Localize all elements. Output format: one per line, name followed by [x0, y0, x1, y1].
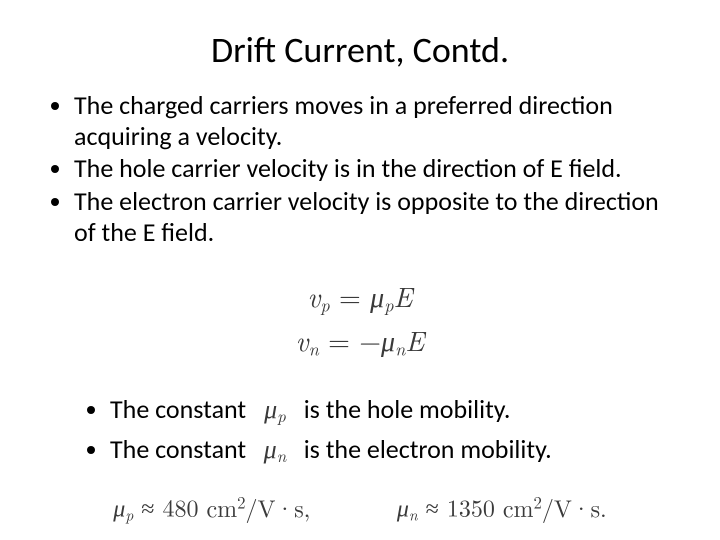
bullet-item: The hole carrier velocity is in the dire… — [74, 153, 680, 184]
mu-p-value: μp ≈ 480 cm2/V·s, — [113, 489, 310, 525]
bullet-item: The electron carrier velocity is opposit… — [74, 186, 680, 247]
inner-bullet-list: The constant μp is the hole mobility. Th… — [40, 391, 680, 467]
equation-block: vp = μpE vn = −μnE — [40, 275, 680, 363]
mu-p-symbol: μp — [258, 391, 292, 427]
equation-vn: vn = −μnE — [40, 319, 680, 363]
slide-title: Drift Current, Contd. — [40, 28, 680, 72]
slide: Drift Current, Contd. The charged carrie… — [0, 0, 720, 540]
mu-n-value: μn ≈ 1350 cm2/V·s. — [397, 489, 607, 525]
bullet-item: The constant μn is the electron mobility… — [110, 431, 680, 467]
top-bullet-list: The charged carriers moves in a preferre… — [40, 90, 680, 247]
mobility-values-row: μp ≈ 480 cm2/V·s, μn ≈ 1350 cm2/V·s. — [40, 489, 680, 525]
mu-n-symbol: μn — [258, 431, 292, 467]
bullet-item: The constant μp is the hole mobility. — [110, 391, 680, 427]
bullet-item: The charged carriers moves in a preferre… — [74, 90, 680, 151]
equation-vp: vp = μpE — [40, 275, 680, 319]
